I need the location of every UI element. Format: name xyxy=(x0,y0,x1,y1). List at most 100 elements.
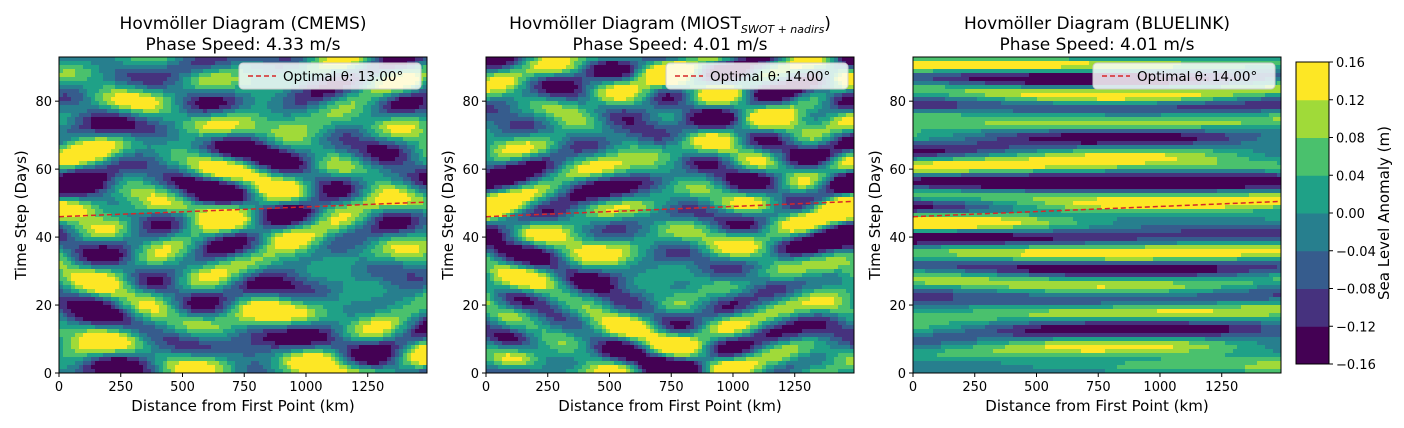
heatmap-cell xyxy=(311,177,316,182)
heatmap-cell xyxy=(179,201,184,206)
heatmap-cell xyxy=(371,121,376,126)
heatmap-cell xyxy=(263,269,268,274)
heatmap-cell xyxy=(407,121,412,126)
heatmap-cell xyxy=(131,161,136,166)
heatmap-cell xyxy=(91,153,96,158)
heatmap-cell xyxy=(315,97,320,102)
heatmap-cell xyxy=(299,101,304,106)
heatmap-cell xyxy=(71,161,76,166)
heatmap-cell xyxy=(147,137,152,142)
heatmap-cell xyxy=(315,121,320,126)
heatmap-cell xyxy=(67,221,72,226)
heatmap-cell xyxy=(215,97,220,102)
heatmap-cell xyxy=(87,137,92,142)
heatmap-cell xyxy=(259,197,264,202)
heatmap-cell xyxy=(67,149,72,154)
heatmap-cell xyxy=(63,233,68,238)
heatmap-cell xyxy=(235,153,240,158)
heatmap-cell xyxy=(287,193,292,198)
heatmap-cell xyxy=(403,213,408,218)
heatmap-cell xyxy=(231,189,236,194)
heatmap-cell xyxy=(67,97,72,102)
heatmap-cell xyxy=(191,265,196,270)
heatmap-cell xyxy=(103,161,108,166)
heatmap-cell xyxy=(235,173,240,178)
heatmap-cell xyxy=(363,141,368,146)
heatmap-cell xyxy=(219,269,224,274)
heatmap-cell xyxy=(391,209,396,214)
heatmap-cell xyxy=(383,173,388,178)
heatmap-cell xyxy=(219,197,224,202)
heatmap-cell xyxy=(355,173,360,178)
heatmap-cell xyxy=(415,173,420,178)
heatmap-cell xyxy=(235,73,240,78)
heatmap-cell xyxy=(239,237,244,242)
heatmap-cell xyxy=(167,137,172,142)
heatmap-cell xyxy=(379,249,384,254)
heatmap-cell xyxy=(387,205,392,210)
heatmap-cell xyxy=(271,185,276,190)
heatmap-cell xyxy=(199,237,204,242)
heatmap-cell xyxy=(67,201,72,206)
heatmap-cell xyxy=(335,121,340,126)
heatmap-cell xyxy=(99,97,104,102)
heatmap-cell xyxy=(311,225,316,230)
heatmap-cell xyxy=(99,169,104,174)
heatmap-cell xyxy=(375,177,380,182)
heatmap-cell xyxy=(263,201,268,206)
heatmap-cell xyxy=(251,133,256,138)
heatmap-cell xyxy=(319,125,324,130)
heatmap-cell xyxy=(163,145,168,150)
heatmap-cell xyxy=(355,177,360,182)
heatmap-cell xyxy=(59,161,64,166)
heatmap-cell xyxy=(263,193,268,198)
heatmap-cell xyxy=(91,193,96,198)
heatmap-cell xyxy=(215,241,220,246)
heatmap-cell xyxy=(175,253,180,258)
heatmap-cell xyxy=(263,137,268,142)
heatmap-cell xyxy=(283,221,288,226)
heatmap-cell xyxy=(127,153,132,158)
heatmap-cell xyxy=(275,261,280,266)
heatmap-cell xyxy=(139,137,144,142)
heatmap-cell xyxy=(311,161,316,166)
heatmap-cell xyxy=(67,269,72,274)
heatmap-cell xyxy=(347,173,352,178)
heatmap-cell xyxy=(247,57,252,62)
heatmap-cell xyxy=(139,265,144,270)
heatmap-cell xyxy=(283,241,288,246)
heatmap-cell xyxy=(207,113,212,118)
heatmap-cell xyxy=(147,153,152,158)
heatmap-cell xyxy=(255,189,260,194)
heatmap-cell xyxy=(223,85,228,90)
heatmap-cell xyxy=(243,105,248,110)
heatmap-cell xyxy=(355,117,360,122)
heatmap-cell xyxy=(351,117,356,122)
heatmap-cell xyxy=(259,257,264,262)
heatmap-cell xyxy=(327,97,332,102)
heatmap-cell xyxy=(331,89,336,94)
heatmap-cell xyxy=(255,169,260,174)
heatmap-cell xyxy=(63,81,68,86)
heatmap-cell xyxy=(247,221,252,226)
heatmap-cell xyxy=(271,193,276,198)
heatmap-cell xyxy=(251,221,256,226)
heatmap-cell xyxy=(171,225,176,230)
heatmap-cell xyxy=(243,101,248,106)
heatmap-cell xyxy=(99,201,104,206)
heatmap-cell xyxy=(395,197,400,202)
heatmap-cell xyxy=(207,141,212,146)
heatmap-cell xyxy=(191,113,196,118)
heatmap-cell xyxy=(115,185,120,190)
heatmap-cell xyxy=(299,169,304,174)
heatmap-cell xyxy=(303,129,308,134)
heatmap-cell xyxy=(291,89,296,94)
heatmap-cell xyxy=(107,77,112,82)
heatmap-cell xyxy=(211,77,216,82)
heatmap-cell xyxy=(259,245,264,250)
heatmap-cell xyxy=(63,149,68,154)
heatmap-cell xyxy=(299,153,304,158)
heatmap-cell xyxy=(331,153,336,158)
heatmap-cell xyxy=(383,193,388,198)
